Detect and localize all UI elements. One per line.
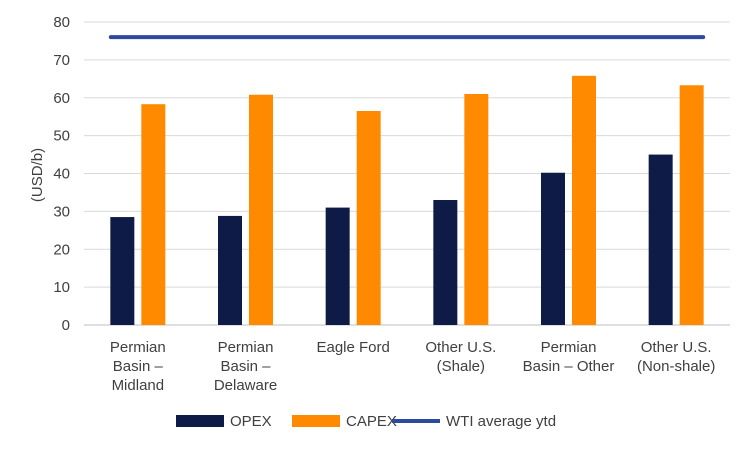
capex-bar	[141, 104, 166, 325]
capex-bar	[249, 94, 273, 325]
capex-bar	[356, 111, 381, 325]
opex-bar	[541, 172, 565, 325]
opex-bar	[110, 217, 135, 325]
y-tick-label: 20	[53, 241, 70, 258]
legend-swatch	[176, 415, 224, 427]
y-axis-ticks: 0 10 20 30 40 50 60 70 80	[53, 14, 70, 334]
y-tick-label: 40	[53, 166, 70, 183]
legend-label: WTI average ytd	[446, 413, 556, 430]
y-tick-label: 60	[53, 90, 70, 107]
category-label: Other U.S. (Shale)	[425, 339, 496, 375]
opex-bar	[218, 215, 242, 325]
opex-bar	[433, 200, 458, 325]
y-tick-label: 0	[62, 317, 70, 334]
bars	[110, 75, 704, 326]
category-label: Eagle Ford	[316, 339, 389, 356]
category-label: Permian Basin – Other	[523, 339, 615, 375]
capex-bar	[572, 75, 596, 325]
legend-swatch	[292, 415, 340, 427]
opex-bar	[648, 154, 673, 325]
capex-bar	[679, 85, 704, 325]
legend-label: OPEX	[230, 413, 272, 430]
y-tick-label: 50	[53, 128, 70, 145]
y-tick-label: 70	[53, 52, 70, 69]
y-axis-label: (USD/b)	[29, 148, 46, 202]
category-label: Other U.S. (Non-shale)	[637, 339, 715, 375]
grid-layer	[84, 21, 730, 326]
y-tick-label: 30	[53, 203, 70, 220]
category-labels: Permian Basin – Midland Permian Basin – Delaw…	[110, 339, 715, 394]
legend-label: CAPEX	[346, 413, 397, 430]
y-tick-label: 10	[53, 279, 70, 296]
y-tick-label: 80	[53, 14, 70, 31]
legend: OPEX CAPEX WTI average ytd	[176, 413, 556, 430]
category-label: Permian Basin – Midland	[110, 339, 166, 394]
capex-bar	[464, 93, 489, 326]
opex-bar	[325, 207, 350, 325]
category-label: Permian Basin – Delaware	[214, 339, 277, 394]
